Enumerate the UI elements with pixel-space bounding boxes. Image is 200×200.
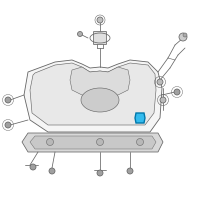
Circle shape (96, 138, 104, 146)
Circle shape (78, 31, 83, 36)
Circle shape (136, 138, 144, 146)
Circle shape (183, 33, 187, 37)
Ellipse shape (81, 88, 119, 112)
Circle shape (5, 122, 11, 128)
Polygon shape (24, 60, 162, 132)
FancyBboxPatch shape (94, 31, 106, 45)
Circle shape (49, 168, 55, 174)
Circle shape (97, 17, 103, 23)
Polygon shape (22, 133, 163, 152)
Circle shape (174, 89, 180, 95)
Circle shape (30, 164, 36, 170)
Circle shape (46, 138, 54, 146)
Circle shape (5, 97, 11, 103)
Polygon shape (135, 113, 145, 123)
Circle shape (127, 168, 133, 174)
Circle shape (138, 116, 142, 119)
Circle shape (97, 170, 103, 176)
Polygon shape (30, 63, 156, 125)
Polygon shape (30, 136, 156, 149)
Circle shape (179, 33, 187, 41)
Circle shape (157, 79, 163, 85)
Circle shape (160, 97, 166, 103)
Polygon shape (70, 67, 130, 95)
